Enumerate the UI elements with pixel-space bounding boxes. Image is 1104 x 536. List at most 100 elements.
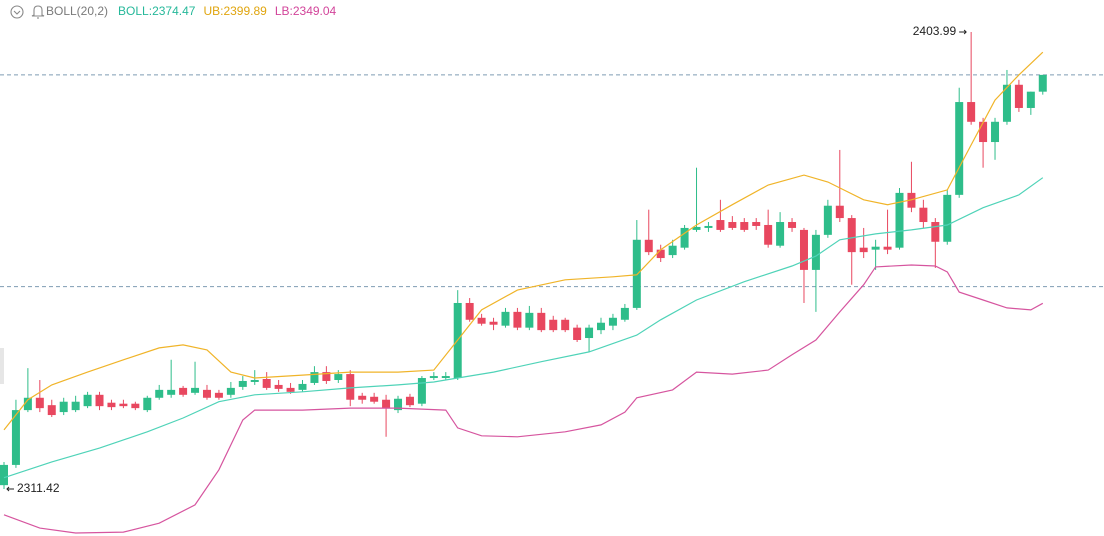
- candle-body: [131, 403, 140, 409]
- candle-body: [608, 317, 617, 326]
- candle-body: [1038, 74, 1047, 92]
- candle-body: [71, 401, 80, 411]
- candle-body: [35, 397, 44, 409]
- indicator-value: BOLL:2374.47: [118, 4, 196, 18]
- candle-body: [191, 387, 200, 393]
- annotation-label: 2311.42: [17, 481, 60, 495]
- candle-body: [883, 246, 892, 250]
- candle-body: [871, 246, 880, 250]
- candle-body: [728, 222, 737, 228]
- candle-body: [0, 464, 8, 486]
- candle-body: [835, 205, 844, 219]
- candle-body: [943, 194, 952, 242]
- candle-body: [465, 302, 474, 320]
- candle-body: [59, 401, 68, 413]
- candle-body: [441, 376, 450, 379]
- candle-body: [620, 307, 629, 320]
- candle-body: [262, 379, 271, 388]
- candle-body: [561, 319, 570, 331]
- candle-body: [549, 319, 558, 331]
- candle-body: [1026, 91, 1035, 108]
- bollinger-band: [3, 177, 1044, 479]
- plot-area: 2403.99 2311.42: [0, 24, 1104, 534]
- scroll-handle: [0, 348, 4, 384]
- candle-body: [585, 327, 594, 339]
- candle-body: [394, 398, 403, 411]
- candle-body: [692, 226, 701, 230]
- annotation-label: 2403.99: [913, 24, 957, 38]
- candle-body: [95, 394, 104, 407]
- candle-body: [704, 225, 713, 228]
- indicator-value: UB:2399.89: [203, 4, 267, 18]
- candle-body: [11, 410, 20, 465]
- candle-body: [752, 222, 761, 226]
- candle-body: [310, 372, 319, 383]
- candle-body: [238, 380, 247, 387]
- candle-body: [955, 102, 964, 195]
- candle-body: [1002, 84, 1011, 122]
- candle-body: [274, 384, 283, 389]
- candle-body: [668, 245, 677, 256]
- candle-body: [489, 321, 498, 325]
- candle-body: [358, 395, 367, 400]
- indicator-name: BOLL(20,2): [46, 4, 108, 18]
- candle-body: [1014, 84, 1023, 108]
- candle-body: [47, 405, 56, 416]
- candle-body: [298, 383, 307, 390]
- candle-body: [334, 374, 343, 380]
- candle-body: [799, 229, 808, 270]
- candle-body: [83, 394, 92, 407]
- candle-body: [537, 312, 546, 331]
- candle-body: [286, 387, 295, 392]
- annotation-arrowhead: [963, 29, 967, 35]
- candle-body: [107, 402, 116, 408]
- indicator-value: LB:2349.04: [275, 4, 337, 18]
- candle-body: [250, 379, 259, 382]
- candle-body: [632, 239, 641, 308]
- candle-body: [716, 220, 725, 230]
- candle-body: [322, 372, 331, 381]
- candle-body: [656, 249, 665, 259]
- candle-body: [919, 207, 928, 223]
- candle-body: [429, 376, 438, 379]
- candle-body: [477, 317, 486, 324]
- candle-body: [573, 327, 582, 341]
- candle-body: [513, 311, 522, 328]
- candle-body: [823, 205, 832, 235]
- candle-body: [991, 121, 1000, 143]
- candle-body: [776, 222, 785, 246]
- collapse-icon[interactable]: [10, 5, 24, 19]
- candle-body: [859, 247, 868, 253]
- candle-body: [167, 389, 176, 395]
- candle-body: [501, 311, 510, 326]
- candle-body: [202, 389, 211, 398]
- candle-body: [740, 222, 749, 230]
- candle-body: [155, 389, 164, 398]
- annotation-arrowhead: [6, 486, 10, 492]
- candle-body: [23, 397, 32, 411]
- candle-body: [382, 399, 391, 409]
- candle-body: [895, 192, 904, 248]
- candle-body: [680, 227, 689, 248]
- bollinger-band: [3, 51, 1044, 431]
- candle-body: [644, 239, 653, 253]
- candle-body: [417, 378, 426, 404]
- candle-body: [931, 222, 940, 242]
- candle-body: [979, 121, 988, 143]
- candle-body: [597, 322, 605, 331]
- bell-icon[interactable]: [31, 5, 45, 19]
- candle-body: [525, 312, 534, 328]
- candle-body: [967, 102, 976, 122]
- candle-body: [226, 387, 235, 395]
- candle-body: [370, 396, 379, 402]
- candle-body: [214, 392, 223, 398]
- candle-body: [405, 396, 414, 406]
- candle-body: [811, 234, 820, 270]
- candle-body: [179, 387, 188, 395]
- candle-body: [143, 397, 152, 411]
- candle-body: [788, 222, 797, 228]
- candle-body: [764, 224, 773, 245]
- candle-body: [847, 218, 856, 253]
